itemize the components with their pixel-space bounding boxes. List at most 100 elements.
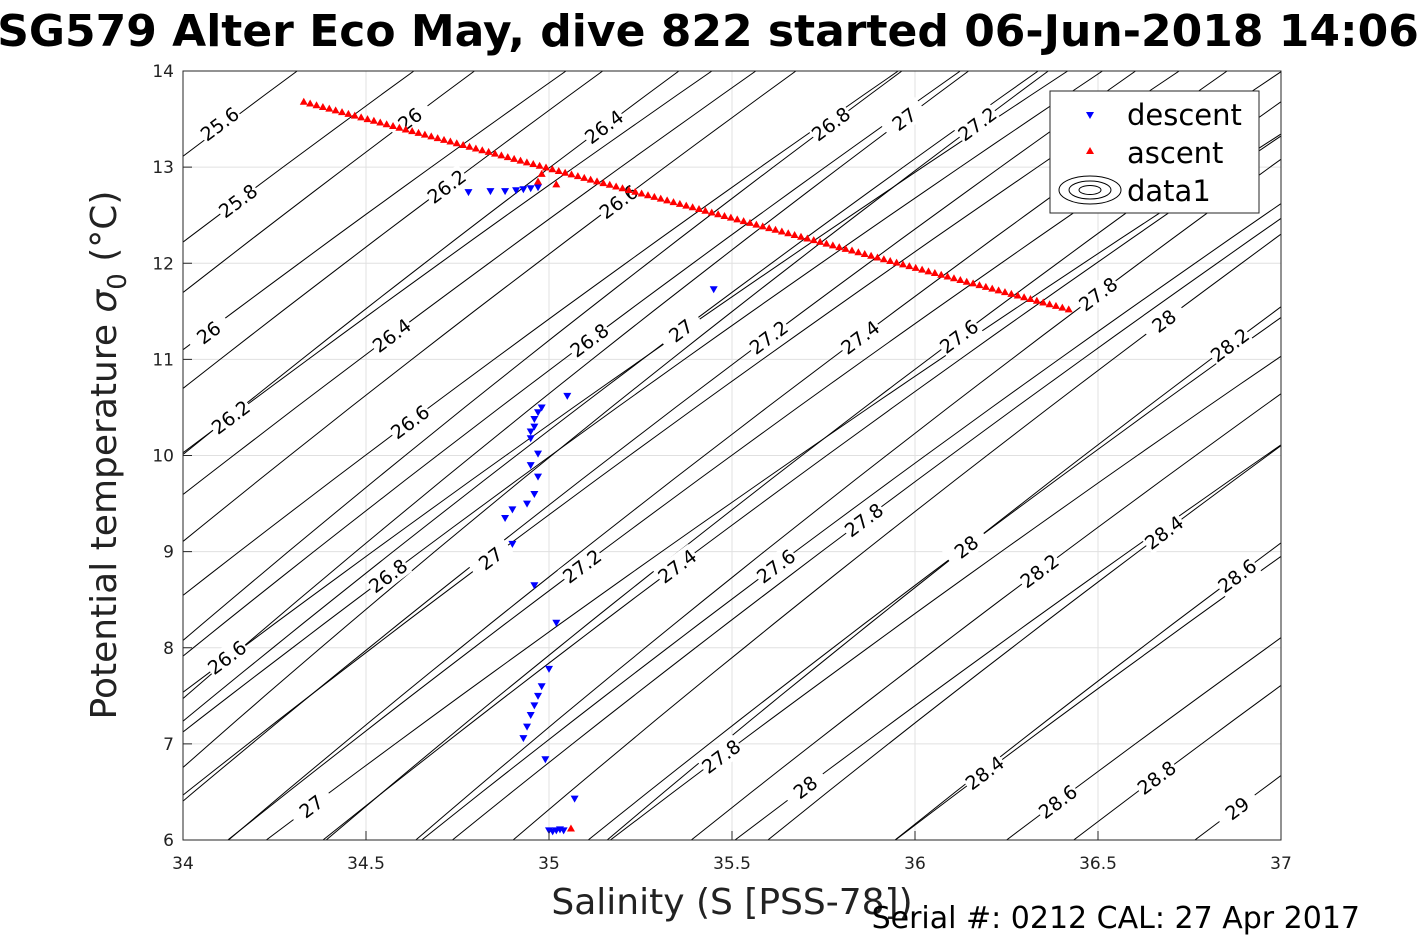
isopycnal-line <box>183 71 476 294</box>
contour-label-bg <box>953 101 1002 146</box>
ascent-point <box>452 139 461 147</box>
contour-label-bg <box>780 765 830 810</box>
descent-point <box>534 409 543 417</box>
contour-label: 28.4 <box>1141 512 1188 555</box>
ascent-point <box>720 211 729 219</box>
isopycnal-line <box>183 71 903 642</box>
ascent-point <box>669 198 678 206</box>
contour-label-bg <box>565 318 614 363</box>
ascent-point <box>624 186 633 194</box>
y-axis-label-subscript: 0 <box>103 273 133 290</box>
isopycnal-line <box>767 445 1281 840</box>
isopycnal-line <box>183 71 900 596</box>
contour-label-bg <box>744 315 793 360</box>
ascent-point <box>1051 301 1060 309</box>
ascent-point <box>739 217 748 225</box>
contour-label-bg <box>1033 779 1082 824</box>
isopycnal-line <box>183 71 797 543</box>
contour-label-bg <box>557 544 607 589</box>
y-axis-label: Potential temperature σ0 (°C) <box>84 191 133 720</box>
contour-label-bg <box>1139 510 1189 555</box>
ascent-point <box>605 180 614 188</box>
ascent-point <box>573 172 582 180</box>
ascent-point <box>726 213 735 221</box>
ascent-point <box>637 189 646 197</box>
contour-label: 26.6 <box>596 181 643 224</box>
ascent-point <box>331 106 340 114</box>
descent-point <box>570 795 579 803</box>
ascent-point <box>733 215 742 223</box>
contour-label: 26.6 <box>204 637 251 680</box>
ascent-point <box>566 824 575 832</box>
y-axis-label-unit: (°C) <box>84 191 125 274</box>
ascent-point <box>835 243 844 251</box>
ascent-point <box>809 236 818 244</box>
y-tick-label: 10 <box>152 447 174 467</box>
ascent-point <box>745 218 754 226</box>
ascent-point <box>484 147 493 155</box>
descent-point <box>523 500 532 508</box>
y-tick-label: 14 <box>152 62 174 82</box>
ascent-point <box>612 182 621 190</box>
ascent-point <box>401 125 410 133</box>
ascent-point <box>962 277 971 285</box>
ascent-point <box>561 168 570 176</box>
ascent-point <box>599 179 608 187</box>
serial-calibration-label: Serial #: 0212 CAL: 27 Apr 2017 <box>872 901 1360 936</box>
ascent-point <box>529 160 538 168</box>
ascent-point <box>427 132 436 140</box>
ascent-point <box>299 97 308 105</box>
contour-label-bg <box>934 314 984 359</box>
x-tick-label: 36 <box>904 854 926 874</box>
contour-label-bg <box>1073 272 1123 316</box>
axis-ticks: 34 34.5 35 35.5 36 36.5 37 6 7 8 9 10 11 12 13 14 <box>152 62 1291 874</box>
descent-point <box>530 702 539 710</box>
descent-point <box>530 490 539 498</box>
descent-point <box>530 423 539 431</box>
isopycnal-line <box>183 71 567 351</box>
ascent-point <box>796 232 805 240</box>
contour-label-bg <box>652 544 702 589</box>
ascent-point <box>350 111 359 119</box>
ascent-point <box>1020 293 1029 301</box>
ascent-point <box>631 187 640 195</box>
contour-label-bg <box>1212 786 1262 831</box>
descent-point <box>559 827 568 835</box>
isopycnal-line <box>451 217 1281 840</box>
ascent-point <box>892 258 901 266</box>
ascent-point <box>911 263 920 271</box>
descent-point <box>526 185 535 193</box>
ascent-point <box>376 118 385 126</box>
contour-label: 26.4 <box>581 106 628 149</box>
contour-label-bg <box>879 97 929 142</box>
ascent-point <box>338 108 347 116</box>
ascent-point <box>981 282 990 290</box>
ascent-point <box>930 269 939 277</box>
contour-label: 26.8 <box>808 103 855 146</box>
contour-label: 26.8 <box>365 555 412 598</box>
ascent-point <box>618 184 627 192</box>
y-tick-label: 11 <box>152 350 174 370</box>
ascent-point <box>318 102 327 110</box>
ascent-point <box>994 286 1003 294</box>
ascent-point <box>537 169 546 177</box>
contour-label-bg <box>213 178 263 223</box>
y-tick-label: 8 <box>163 639 174 659</box>
contour-label-bg <box>751 544 801 589</box>
ascent-point <box>886 256 895 264</box>
isopycnal-line <box>512 233 1281 840</box>
ascent-point <box>554 166 563 174</box>
ascent-point <box>937 270 946 278</box>
y-axis-label-symbol: σ <box>84 289 125 313</box>
isopycnal-line <box>1005 637 1281 840</box>
ascent-point <box>879 255 888 263</box>
density-contours <box>183 71 1281 840</box>
descent-point <box>526 462 535 470</box>
isopycnal-line <box>183 71 1050 769</box>
contour-label-bg <box>195 101 244 146</box>
contour-label: 27.8 <box>841 499 888 542</box>
contour-label: 28.6 <box>1035 781 1082 824</box>
ascent-point <box>975 281 984 289</box>
legend-marker-descent <box>1086 112 1094 119</box>
ascent-point <box>867 251 876 259</box>
